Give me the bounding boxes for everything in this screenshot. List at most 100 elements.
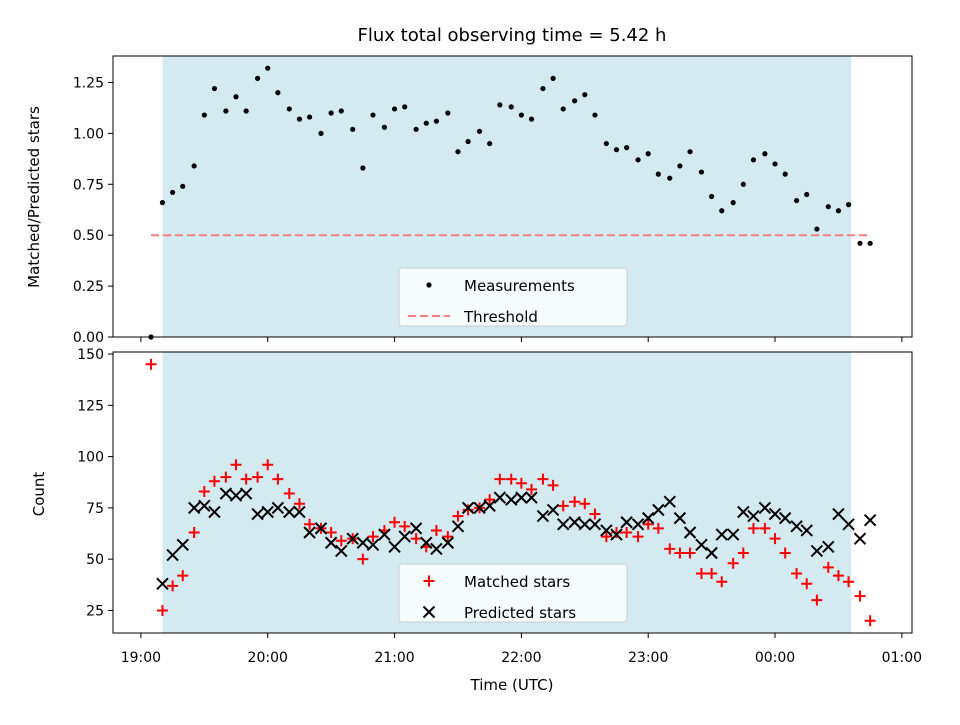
measurements-point [201,112,207,118]
measurements-point [719,208,725,214]
predicted-stars-point [768,507,782,521]
matched-stars-point [684,547,696,559]
matched-stars-point [537,473,549,485]
measurements-point [211,85,218,92]
predicted-stars-point [810,544,824,558]
predicted-stars-point [378,528,391,541]
measurements-point [191,163,197,169]
measurements-point [793,197,800,204]
predicted-stars-point [641,511,655,525]
top-y-tick-label: 1.25 [73,75,104,91]
predicted-stars-point [536,509,550,523]
predicted-stars-point [483,499,496,513]
predicted-stars-point [568,516,581,529]
top-y-tick-label: 0.75 [73,177,104,193]
matched-stars-point [759,522,771,534]
x-tick-label: 01:00 [882,650,922,666]
matched-stars-point [325,526,337,538]
measurements-point [402,104,408,110]
matched-stars-point [695,568,707,580]
measurements-point [762,151,768,157]
matched-stars-point [430,524,442,536]
measurements-point [296,116,303,122]
matched-stars-point [674,547,686,559]
matched-stars-point [791,568,803,580]
measurements-point [487,140,493,147]
predicted-stars-point [610,528,623,541]
predicted-stars-point [842,518,855,531]
predicted-stars-point [293,505,306,519]
matched-stars-legend-label: Matched stars [464,573,570,591]
predicted-stars-point [251,507,264,521]
top-y-tick-label: 0.25 [73,279,104,295]
bottom-y-tick-label: 50 [86,552,104,568]
matched-stars-point [145,358,157,370]
matched-stars-point [706,568,718,580]
matched-stars-point [188,526,200,538]
bottom-y-axis-title: Count [30,472,48,517]
matched-stars-point [262,459,274,471]
predicted-stars-point [515,491,528,504]
measurements-point [360,165,366,171]
chart-title: Flux total observing time = 5.42 h [358,25,667,46]
predicted-stars-point [620,516,633,529]
measurements-point [667,175,673,181]
bottom-y-tick-label: 25 [86,603,104,619]
predicted-stars-point [166,548,179,562]
predicted-stars-point [631,518,645,531]
predicted-stars-point [451,520,465,533]
measurements-point [550,75,556,81]
predicted-stars-point [187,501,201,515]
matched-stars-point [854,590,866,602]
matched-stars-point [632,531,644,543]
top-legend-box [398,267,628,327]
predicted-stars-point [239,487,253,500]
matched-stars-point [779,547,791,559]
bottom-legend-box [398,563,628,623]
matched-stars-point [547,479,559,491]
matched-stars-point [304,518,316,530]
x-tick-label: 22:00 [501,650,541,666]
measurements-point [804,191,810,198]
measurements-point [857,240,863,246]
matched-stars-point [727,557,739,569]
matched-stars-point [208,475,220,487]
measurements-point [286,106,292,112]
measurements-point [560,106,566,112]
measurements-point [814,226,820,232]
predicted-stars-point [557,518,570,531]
measurements-point [265,65,271,71]
predicted-stars-point [335,544,348,558]
predicted-stars-legend-swatch [422,605,436,619]
predicted-stars-point [388,540,401,554]
predicted-stars-point [800,524,813,537]
measurements-point [508,104,514,110]
predicted-stars-point [726,528,740,541]
matched-stars-point [505,473,517,485]
measurements-point [465,138,471,145]
measurements-point [306,114,313,120]
predicted-stars-point [229,489,243,502]
predicted-stars-legend-label: Predicted stars [464,604,576,622]
predicted-stars-point [356,536,370,549]
matched-stars-point [198,485,210,497]
measurements-point [772,161,778,167]
matched-stars-point [462,504,474,516]
matched-stars-point [664,543,676,555]
predicted-stars-point [314,522,328,535]
matched-stars-point [822,561,834,573]
measurements-point [518,112,524,118]
predicted-stars-point [673,511,687,525]
matched-stars-point [357,553,369,565]
measurements-point [223,108,229,114]
matched-stars-point [579,498,591,510]
bottom-y-tick-label: 125 [77,398,104,414]
predicted-stars-point [219,487,233,500]
matched-stars-point [801,578,813,590]
bottom-plot-frame [112,351,913,634]
matched-stars-point [452,510,464,522]
measurements-point [698,169,705,175]
matched-stars-point [600,531,612,543]
matched-stars-point [399,520,411,532]
predicted-stars-point [324,536,338,549]
